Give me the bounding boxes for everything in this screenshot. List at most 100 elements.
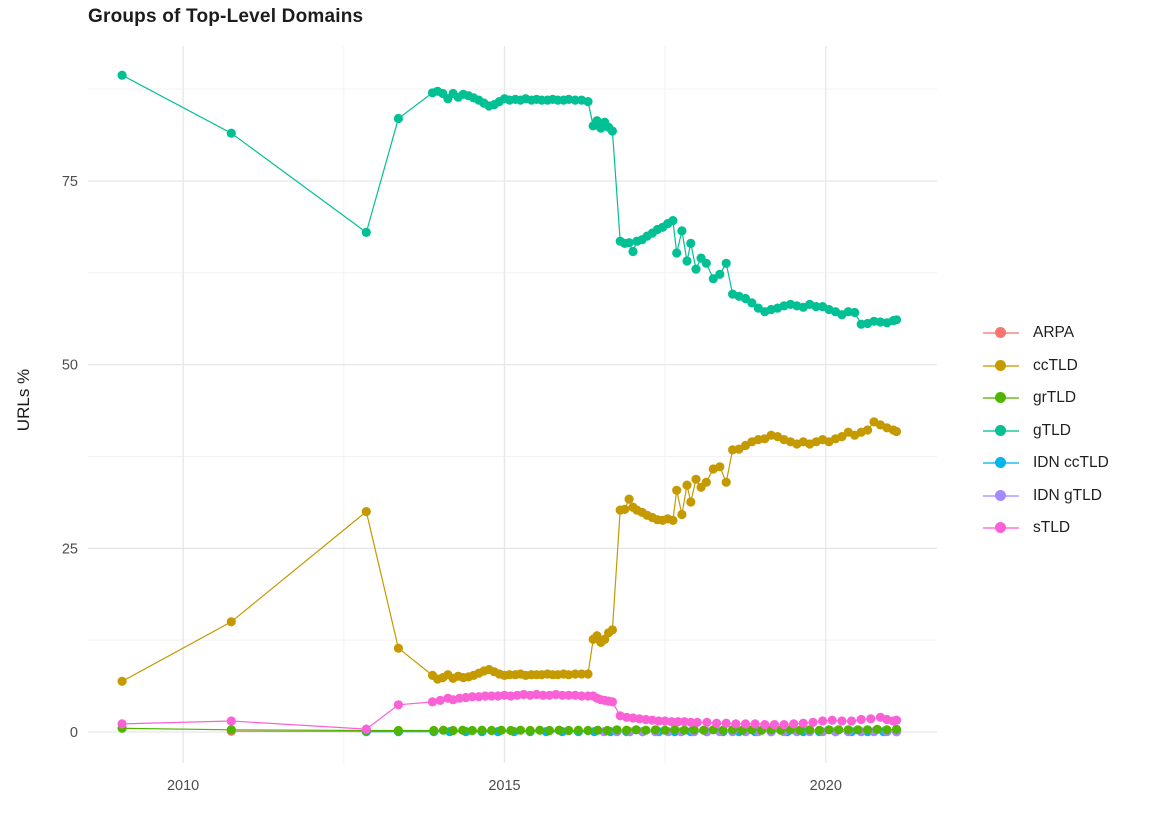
data-point xyxy=(487,691,497,701)
data-point xyxy=(747,298,757,308)
data-point xyxy=(692,717,702,728)
data-point xyxy=(607,625,618,635)
data-point xyxy=(672,485,682,495)
legend-key-icon xyxy=(983,489,1019,502)
data-point xyxy=(361,507,371,517)
data-point xyxy=(760,720,770,730)
data-point xyxy=(891,426,902,437)
legend-label: grTLD xyxy=(1033,389,1077,407)
data-point xyxy=(686,717,696,728)
data-point xyxy=(117,719,127,729)
data-point xyxy=(846,716,857,726)
data-point xyxy=(689,725,699,735)
data-point xyxy=(496,725,506,735)
data-point xyxy=(458,725,468,735)
data-point xyxy=(882,725,892,735)
data-point xyxy=(795,725,805,735)
data-point xyxy=(679,725,690,735)
data-point xyxy=(779,720,789,730)
data-point xyxy=(660,725,670,735)
data-point xyxy=(544,725,555,736)
data-point xyxy=(583,97,593,107)
legend-key-icon xyxy=(983,522,1019,534)
data-point xyxy=(721,477,731,487)
legend-label: gTLD xyxy=(1033,421,1071,439)
legend-label: IDN ccTLD xyxy=(1033,454,1109,472)
data-point xyxy=(672,248,682,258)
legend-item-idn-cctld: IDN ccTLD xyxy=(983,447,1109,480)
legend-item-arpa: ARPA xyxy=(983,317,1109,350)
legend-key-icon xyxy=(983,392,1019,404)
y-tick-label: 75 xyxy=(62,174,78,190)
data-point xyxy=(691,474,701,484)
y-tick-label: 0 xyxy=(70,725,78,741)
data-point xyxy=(715,462,725,472)
data-point xyxy=(564,725,574,736)
data-point xyxy=(573,725,584,735)
data-point xyxy=(837,432,847,442)
x-tick-label: 2020 xyxy=(810,778,842,794)
data-point xyxy=(361,724,371,734)
data-point xyxy=(435,695,445,706)
data-point xyxy=(477,725,487,735)
data-point xyxy=(691,264,701,274)
data-point xyxy=(667,717,677,727)
data-point xyxy=(226,725,236,735)
data-point xyxy=(740,293,751,304)
data-point xyxy=(805,725,815,735)
legend-item-cctld: ccTLD xyxy=(983,350,1109,383)
data-point xyxy=(592,116,602,126)
data-point xyxy=(393,725,403,736)
data-point xyxy=(538,690,548,700)
data-point xyxy=(701,477,711,487)
data-point xyxy=(427,697,438,707)
data-point xyxy=(570,95,580,105)
legend-label: IDN gTLD xyxy=(1033,486,1102,504)
data-point xyxy=(731,719,741,729)
data-point xyxy=(718,725,728,735)
data-point xyxy=(708,274,718,284)
data-point xyxy=(624,238,634,248)
data-point xyxy=(583,725,593,736)
data-point xyxy=(602,725,612,736)
data-point xyxy=(834,725,844,735)
data-point xyxy=(515,725,526,735)
data-point xyxy=(798,718,808,728)
data-point xyxy=(702,717,712,728)
data-point xyxy=(814,725,825,735)
data-point xyxy=(677,226,687,236)
data-point xyxy=(570,669,580,679)
legend-key-icon xyxy=(983,359,1019,372)
data-point xyxy=(117,70,127,80)
data-point xyxy=(668,515,678,526)
data-point xyxy=(593,725,603,735)
chart-title: Groups of Top-Level Domains xyxy=(88,6,364,27)
data-point xyxy=(673,717,683,727)
data-point xyxy=(670,725,680,735)
data-point xyxy=(850,307,860,318)
data-point xyxy=(612,725,622,735)
data-point xyxy=(607,126,618,136)
data-point xyxy=(769,720,780,730)
data-point xyxy=(682,480,692,490)
data-point xyxy=(554,725,564,735)
y-tick-label: 50 xyxy=(62,358,78,374)
data-point xyxy=(824,725,834,735)
legend-key-icon xyxy=(983,327,1019,339)
data-point xyxy=(631,725,641,735)
data-point xyxy=(789,719,799,729)
data-point xyxy=(438,725,448,735)
data-point xyxy=(654,716,664,726)
data-point xyxy=(863,725,873,735)
data-point xyxy=(226,128,236,138)
data-point xyxy=(721,258,731,268)
data-point xyxy=(467,692,477,702)
data-point xyxy=(686,497,696,507)
data-point xyxy=(699,725,709,735)
data-point xyxy=(577,669,587,679)
data-point xyxy=(686,238,696,248)
y-tick-label: 25 xyxy=(62,541,78,557)
data-point xyxy=(872,724,882,735)
series-line xyxy=(121,421,897,682)
